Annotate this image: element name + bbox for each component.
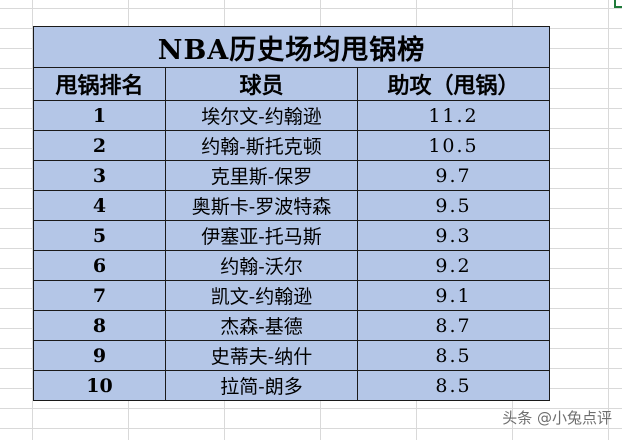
table-row: 7 凯文-约翰逊 9.1 bbox=[33, 280, 550, 311]
assists-cell[interactable]: 8.5 bbox=[357, 370, 550, 401]
assists-cell[interactable]: 9.7 bbox=[357, 160, 550, 191]
table-row: 4 奥斯卡-罗波特森 9.5 bbox=[33, 190, 550, 221]
assists-cell[interactable]: 11.2 bbox=[357, 100, 550, 131]
table-row: 10 拉简-朗多 8.5 bbox=[33, 370, 550, 401]
rank-cell[interactable]: 9 bbox=[33, 340, 166, 371]
ranking-table-container: NBA历史场均甩锅榜 甩锅排名 球员 助攻（甩锅） 1 埃尔文-约翰逊 11.2 2 约… bbox=[33, 26, 550, 401]
assists-cell[interactable]: 9.1 bbox=[357, 280, 550, 311]
rank-cell[interactable]: 2 bbox=[33, 130, 166, 161]
table-row: 5 伊塞亚-托马斯 9.3 bbox=[33, 220, 550, 251]
rank-cell[interactable]: 7 bbox=[33, 280, 166, 311]
player-cell[interactable]: 拉简-朗多 bbox=[165, 370, 358, 401]
player-cell[interactable]: 史蒂夫-纳什 bbox=[165, 340, 358, 371]
table-row: 8 杰森-基德 8.7 bbox=[33, 310, 550, 341]
assists-cell[interactable]: 10.5 bbox=[357, 130, 550, 161]
header-assists[interactable]: 助攻（甩锅） bbox=[357, 67, 550, 101]
table-row: 9 史蒂夫-纳什 8.5 bbox=[33, 340, 550, 371]
rank-cell[interactable]: 4 bbox=[33, 190, 166, 221]
player-cell[interactable]: 杰森-基德 bbox=[165, 310, 358, 341]
table-row: 2 约翰-斯托克顿 10.5 bbox=[33, 130, 550, 161]
player-cell[interactable]: 奥斯卡-罗波特森 bbox=[165, 190, 358, 221]
title-row: NBA历史场均甩锅榜 bbox=[33, 26, 550, 68]
player-cell[interactable]: 埃尔文-约翰逊 bbox=[165, 100, 358, 131]
watermark-text: 头条 @小兔点评 bbox=[502, 409, 612, 427]
header-rank[interactable]: 甩锅排名 bbox=[33, 67, 166, 101]
player-cell[interactable]: 凯文-约翰逊 bbox=[165, 280, 358, 311]
table-title[interactable]: NBA历史场均甩锅榜 bbox=[33, 26, 550, 68]
ranking-table: NBA历史场均甩锅榜 甩锅排名 球员 助攻（甩锅） 1 埃尔文-约翰逊 11.2 2 约… bbox=[33, 26, 550, 401]
rank-cell[interactable]: 5 bbox=[33, 220, 166, 251]
assists-cell[interactable]: 9.3 bbox=[357, 220, 550, 251]
rank-cell[interactable]: 10 bbox=[33, 370, 166, 401]
player-cell[interactable]: 约翰-斯托克顿 bbox=[165, 130, 358, 161]
rank-cell[interactable]: 6 bbox=[33, 250, 166, 281]
assists-cell[interactable]: 9.5 bbox=[357, 190, 550, 221]
table-row: 6 约翰-沃尔 9.2 bbox=[33, 250, 550, 281]
player-cell[interactable]: 伊塞亚-托马斯 bbox=[165, 220, 358, 251]
table-row: 3 克里斯-保罗 9.7 bbox=[33, 160, 550, 191]
rank-cell[interactable]: 1 bbox=[33, 100, 166, 131]
assists-cell[interactable]: 8.5 bbox=[357, 340, 550, 371]
header-player[interactable]: 球员 bbox=[165, 67, 358, 101]
selection-corner-marker bbox=[614, 0, 622, 8]
rank-cell[interactable]: 3 bbox=[33, 160, 166, 191]
assists-cell[interactable]: 8.7 bbox=[357, 310, 550, 341]
rank-cell[interactable]: 8 bbox=[33, 310, 166, 341]
assists-cell[interactable]: 9.2 bbox=[357, 250, 550, 281]
player-cell[interactable]: 约翰-沃尔 bbox=[165, 250, 358, 281]
header-row: 甩锅排名 球员 助攻（甩锅） bbox=[33, 67, 550, 101]
table-row: 1 埃尔文-约翰逊 11.2 bbox=[33, 100, 550, 131]
player-cell[interactable]: 克里斯-保罗 bbox=[165, 160, 358, 191]
